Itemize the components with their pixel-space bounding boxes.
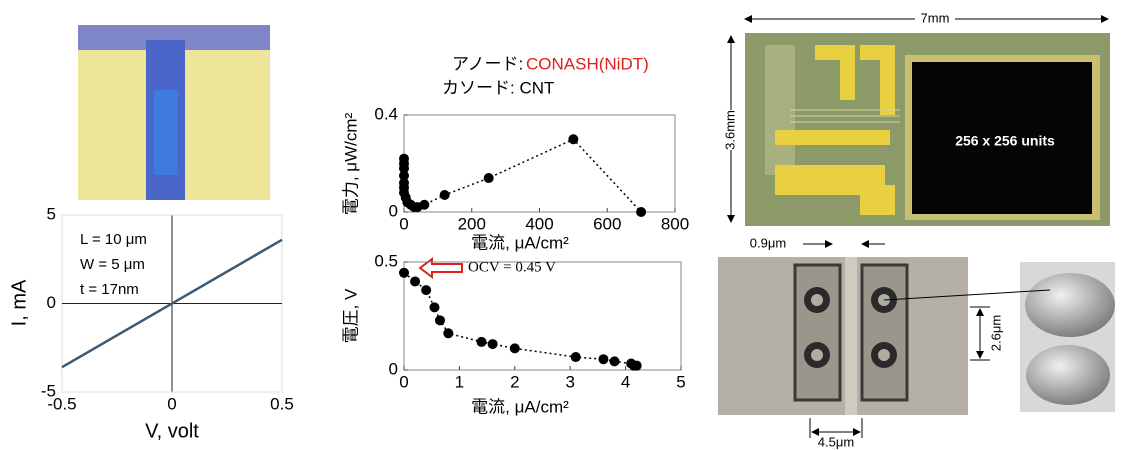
pitch-h-label: 4.5μm — [818, 434, 854, 449]
chip-height-label: 3.6mm — [722, 110, 737, 150]
x-tick-label: 1 — [455, 372, 464, 391]
x-axis-label: 電流, μA/cm² — [471, 397, 569, 416]
data-point — [571, 352, 581, 362]
x-tick-label: 0.5 — [270, 394, 294, 413]
trend-line — [404, 139, 641, 212]
data-point — [610, 356, 620, 366]
x-tick-label: 0 — [399, 372, 408, 391]
y-tick-label: 0.4 — [374, 104, 398, 123]
y-tick-label: 0.5 — [374, 251, 398, 270]
data-point — [488, 339, 498, 349]
plot-frame — [404, 262, 681, 370]
y-tick-label: -5 — [41, 381, 56, 400]
x-tick-label: 600 — [593, 214, 621, 233]
annotation: OCV = 0.45 V — [468, 259, 556, 275]
x-tick-label: 3 — [565, 372, 574, 391]
data-point — [399, 268, 409, 278]
data-point — [632, 361, 642, 371]
data-point — [410, 276, 420, 286]
array-label: 256 x 256 units — [955, 133, 1055, 149]
y-tick-label: 0 — [389, 201, 398, 220]
annotation: カソード: CNT — [442, 78, 554, 97]
y-tick-label: 0 — [389, 359, 398, 378]
pitch-v-label: 2.6μm — [988, 315, 1003, 351]
y-axis-label: I, mA — [8, 279, 30, 326]
y-tick-label: 5 — [47, 204, 56, 223]
data-point — [510, 343, 520, 353]
annotation: アノード: — [452, 54, 523, 73]
data-point — [419, 200, 429, 210]
data-point — [435, 315, 445, 325]
chip-width-label: 7mm — [921, 10, 950, 25]
x-tick-label: 0 — [399, 214, 408, 233]
figure: 7mm 3.6mm 256 x 256 units 0.9μm 2.6μm 4.… — [0, 0, 1126, 450]
data-point — [429, 302, 439, 312]
x-tick-label: 4 — [621, 372, 630, 391]
micrograph-cells — [718, 257, 968, 415]
y-tick-label: 0 — [47, 293, 56, 312]
annotation: W = 5 μm — [80, 256, 145, 273]
data-point — [636, 207, 646, 217]
micrograph-channel — [78, 25, 270, 200]
data-point — [440, 190, 450, 200]
x-tick-label: 400 — [525, 214, 553, 233]
x-tick-label: 0 — [167, 394, 176, 413]
x-tick-label: 200 — [458, 214, 486, 233]
data-point — [484, 173, 494, 183]
sem-image — [1020, 262, 1115, 412]
x-tick-label: 2 — [510, 372, 519, 391]
data-point — [421, 285, 431, 295]
y-axis-label: 電力, μW/cm² — [341, 113, 360, 216]
annotation: CONASH(NiDT) — [526, 54, 649, 73]
x-tick-label: 800 — [661, 214, 689, 233]
annotation: t = 17nm — [80, 281, 139, 298]
annotation: L = 10 μm — [80, 231, 147, 248]
y-axis-label: 電圧, V — [341, 288, 360, 343]
data-point — [443, 328, 453, 338]
x-axis-label: 電流, μA/cm² — [471, 233, 569, 252]
x-tick-label: 5 — [676, 372, 685, 391]
data-point — [598, 354, 608, 364]
data-point — [568, 134, 578, 144]
chip-photo — [745, 33, 1110, 226]
x-axis-label: V, volt — [145, 420, 199, 442]
data-point — [477, 337, 487, 347]
gap-label: 0.9μm — [750, 235, 786, 250]
